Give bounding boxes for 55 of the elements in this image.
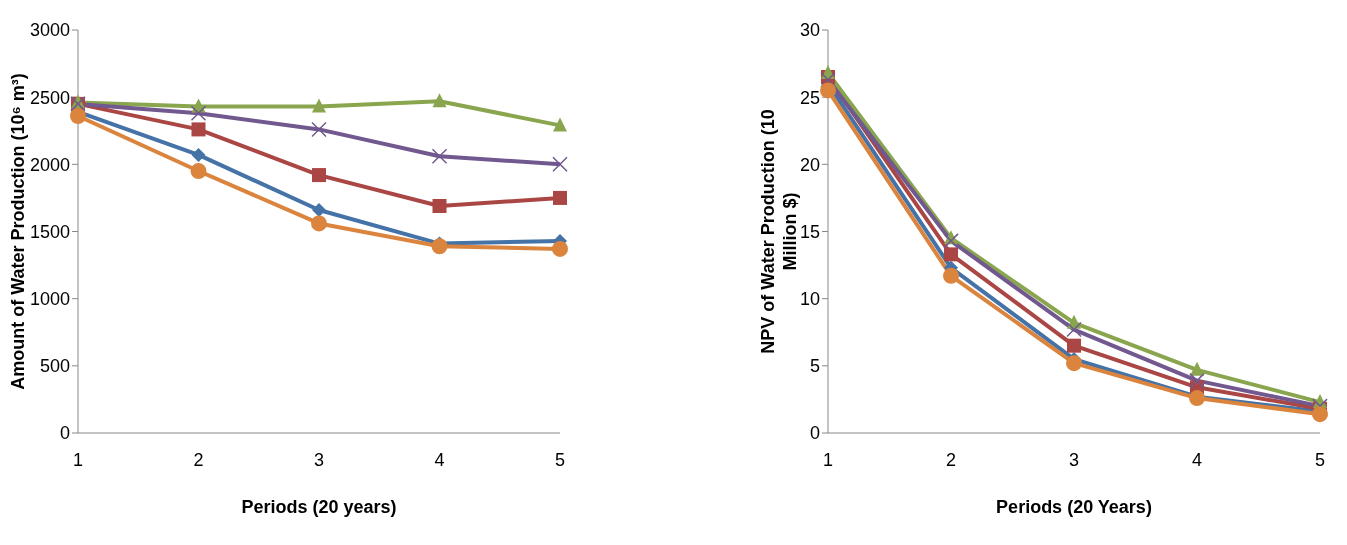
point bbox=[432, 93, 447, 108]
point bbox=[190, 105, 207, 122]
x-tick-label: 1 bbox=[72, 449, 84, 470]
point bbox=[431, 148, 448, 165]
y-tick-label: 2500 bbox=[29, 87, 70, 108]
x-tick-label: 4 bbox=[434, 449, 445, 470]
point bbox=[552, 156, 568, 173]
y-tick-label: 15 bbox=[799, 221, 820, 242]
x-tick-label: 2 bbox=[945, 449, 957, 470]
point bbox=[191, 147, 206, 162]
y-tick-label: 1000 bbox=[29, 289, 70, 310]
y-tick-label: 0 bbox=[59, 423, 70, 444]
point bbox=[1066, 321, 1082, 338]
y-tick-label: 20 bbox=[799, 154, 820, 175]
y-axis-title: NPV of Water Production (10 Million $) bbox=[758, 109, 800, 354]
point bbox=[312, 98, 326, 113]
x-tick-label: 1 bbox=[822, 449, 834, 470]
y-tick-label: 0 bbox=[809, 423, 820, 444]
point bbox=[820, 82, 836, 99]
point bbox=[943, 267, 959, 284]
x-tick-label: 5 bbox=[1314, 449, 1326, 470]
y-tick-label: 25 bbox=[799, 87, 820, 108]
x-axis-title: Periods (20 Years) bbox=[996, 497, 1152, 517]
point bbox=[312, 203, 326, 218]
x-tick-label: 5 bbox=[554, 449, 566, 470]
y-axis-title: Amount of Water Production (10⁶ m³) bbox=[8, 73, 28, 390]
y-tick-label: 5 bbox=[809, 356, 820, 377]
point bbox=[943, 233, 959, 249]
y-tick-label: 2000 bbox=[29, 154, 70, 175]
point bbox=[191, 122, 206, 137]
point bbox=[431, 238, 448, 255]
point bbox=[553, 190, 567, 205]
y-tick-label: 3000 bbox=[29, 20, 70, 41]
y-tick-label: 1500 bbox=[29, 221, 70, 242]
x-tick-label: 3 bbox=[313, 449, 325, 470]
point bbox=[312, 168, 326, 183]
point bbox=[190, 163, 207, 180]
point bbox=[432, 198, 447, 213]
point bbox=[1066, 355, 1082, 372]
x-tick-label: 4 bbox=[1191, 449, 1203, 470]
point bbox=[311, 121, 327, 138]
point bbox=[70, 107, 86, 124]
point bbox=[1189, 372, 1205, 389]
point bbox=[1190, 361, 1204, 376]
point bbox=[1067, 338, 1081, 353]
x-tick-label: 2 bbox=[193, 449, 204, 470]
x-axis-title: Periods (20 years) bbox=[241, 497, 397, 517]
point bbox=[553, 117, 567, 132]
y-tick-label: 10 bbox=[799, 289, 820, 310]
point bbox=[944, 247, 958, 262]
y-tick-label: 30 bbox=[799, 20, 820, 41]
x-tick-label: 3 bbox=[1068, 449, 1080, 470]
y-tick-label: 500 bbox=[39, 356, 70, 377]
point bbox=[311, 215, 327, 232]
point bbox=[552, 240, 568, 257]
